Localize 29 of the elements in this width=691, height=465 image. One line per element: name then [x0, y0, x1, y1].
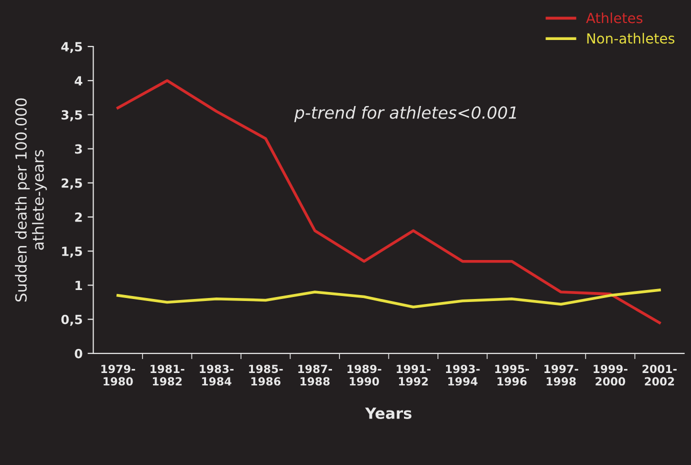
x-tick-label: 1981- 1982	[150, 364, 184, 386]
y-tick-label: 3,5	[62, 110, 82, 122]
y-tick-label: 4,5	[61, 42, 82, 54]
line-series	[116, 288, 661, 308]
x-tick-label: 1985- 1986	[249, 364, 283, 386]
y-tick-label: 4	[74, 76, 82, 86]
y-tick-label: 0	[74, 348, 82, 358]
legend-label: Non-athletes	[587, 32, 674, 44]
annotation: p-trend for athletes<0.001	[294, 106, 516, 122]
x-tick-label: 1995- 1996	[495, 364, 529, 386]
y-tick-label: 2	[75, 212, 82, 222]
y-tick-label: 1	[76, 280, 82, 290]
y-tick-label: 0,5	[61, 314, 82, 326]
y-tick-label: 2,5	[62, 178, 82, 190]
x-tick-label: 1983- 1984	[200, 364, 234, 386]
x-axis-title: Years	[365, 408, 412, 419]
x-tick-label: 2001- 2002	[642, 364, 677, 386]
line-series	[116, 79, 661, 324]
x-tick-label: 1997- 1998	[544, 364, 578, 386]
x-tick-label: 1999- 2000	[594, 364, 628, 386]
x-tick-label: 1987- 1988	[298, 364, 332, 386]
x-tick-label: 1979- 1980	[101, 364, 136, 386]
x-tick-label: 1993- 1994	[446, 364, 480, 386]
x-tick-label: 1989- 1990	[348, 364, 382, 386]
y-tick-label: 3	[75, 144, 82, 154]
legend-label: Athletes	[586, 12, 642, 24]
y-axis-title: Sudden death per 100.000 athlete-years	[14, 98, 47, 302]
y-tick-label: 1,5	[62, 246, 82, 258]
x-tick-label: 1991- 1992	[396, 364, 430, 386]
